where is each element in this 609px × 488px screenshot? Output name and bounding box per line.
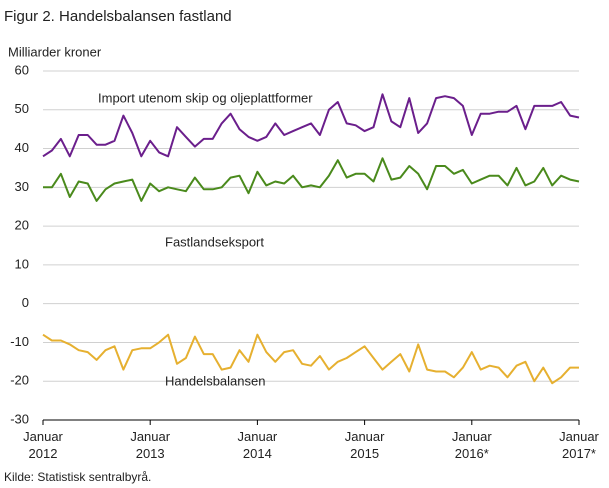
- x-tick-label: Januar 2016*: [451, 429, 492, 461]
- x-tick-label: Januar 2015: [344, 429, 385, 461]
- y-tick-label: -20: [10, 373, 29, 388]
- source: Kilde: Statistisk sentralbyrå.: [4, 470, 151, 484]
- x-tick-label: Januar 2017*: [559, 429, 599, 461]
- series-label: Handelsbalansen: [165, 373, 265, 388]
- y-tick-label: 60: [15, 62, 29, 77]
- series-line: [42, 93, 580, 158]
- series-line: [43, 157, 580, 202]
- y-tick-label: 40: [15, 140, 29, 155]
- y-tick-label: -30: [10, 411, 29, 426]
- y-tick-label: -10: [10, 334, 29, 349]
- series-label: Import utenom skip og oljeplattformer: [98, 90, 313, 105]
- series-label: Fastlandseksport: [165, 234, 264, 249]
- x-tick-label: Januar 2014: [237, 429, 278, 461]
- y-tick-label: 50: [15, 101, 29, 116]
- y-axis-label: Milliarder kroner: [8, 44, 102, 59]
- y-tick-label: 0: [22, 295, 29, 310]
- y-tick-label: 30: [15, 179, 29, 194]
- chart-title: Figur 2. Handelsbalansen fastland: [4, 8, 232, 25]
- x-tick-label: Januar 2012: [23, 429, 63, 461]
- y-tick-label: 10: [15, 256, 29, 271]
- y-tick-label: 20: [15, 218, 29, 233]
- series-line: [42, 333, 579, 385]
- x-tick-label: Januar 2013: [130, 429, 171, 461]
